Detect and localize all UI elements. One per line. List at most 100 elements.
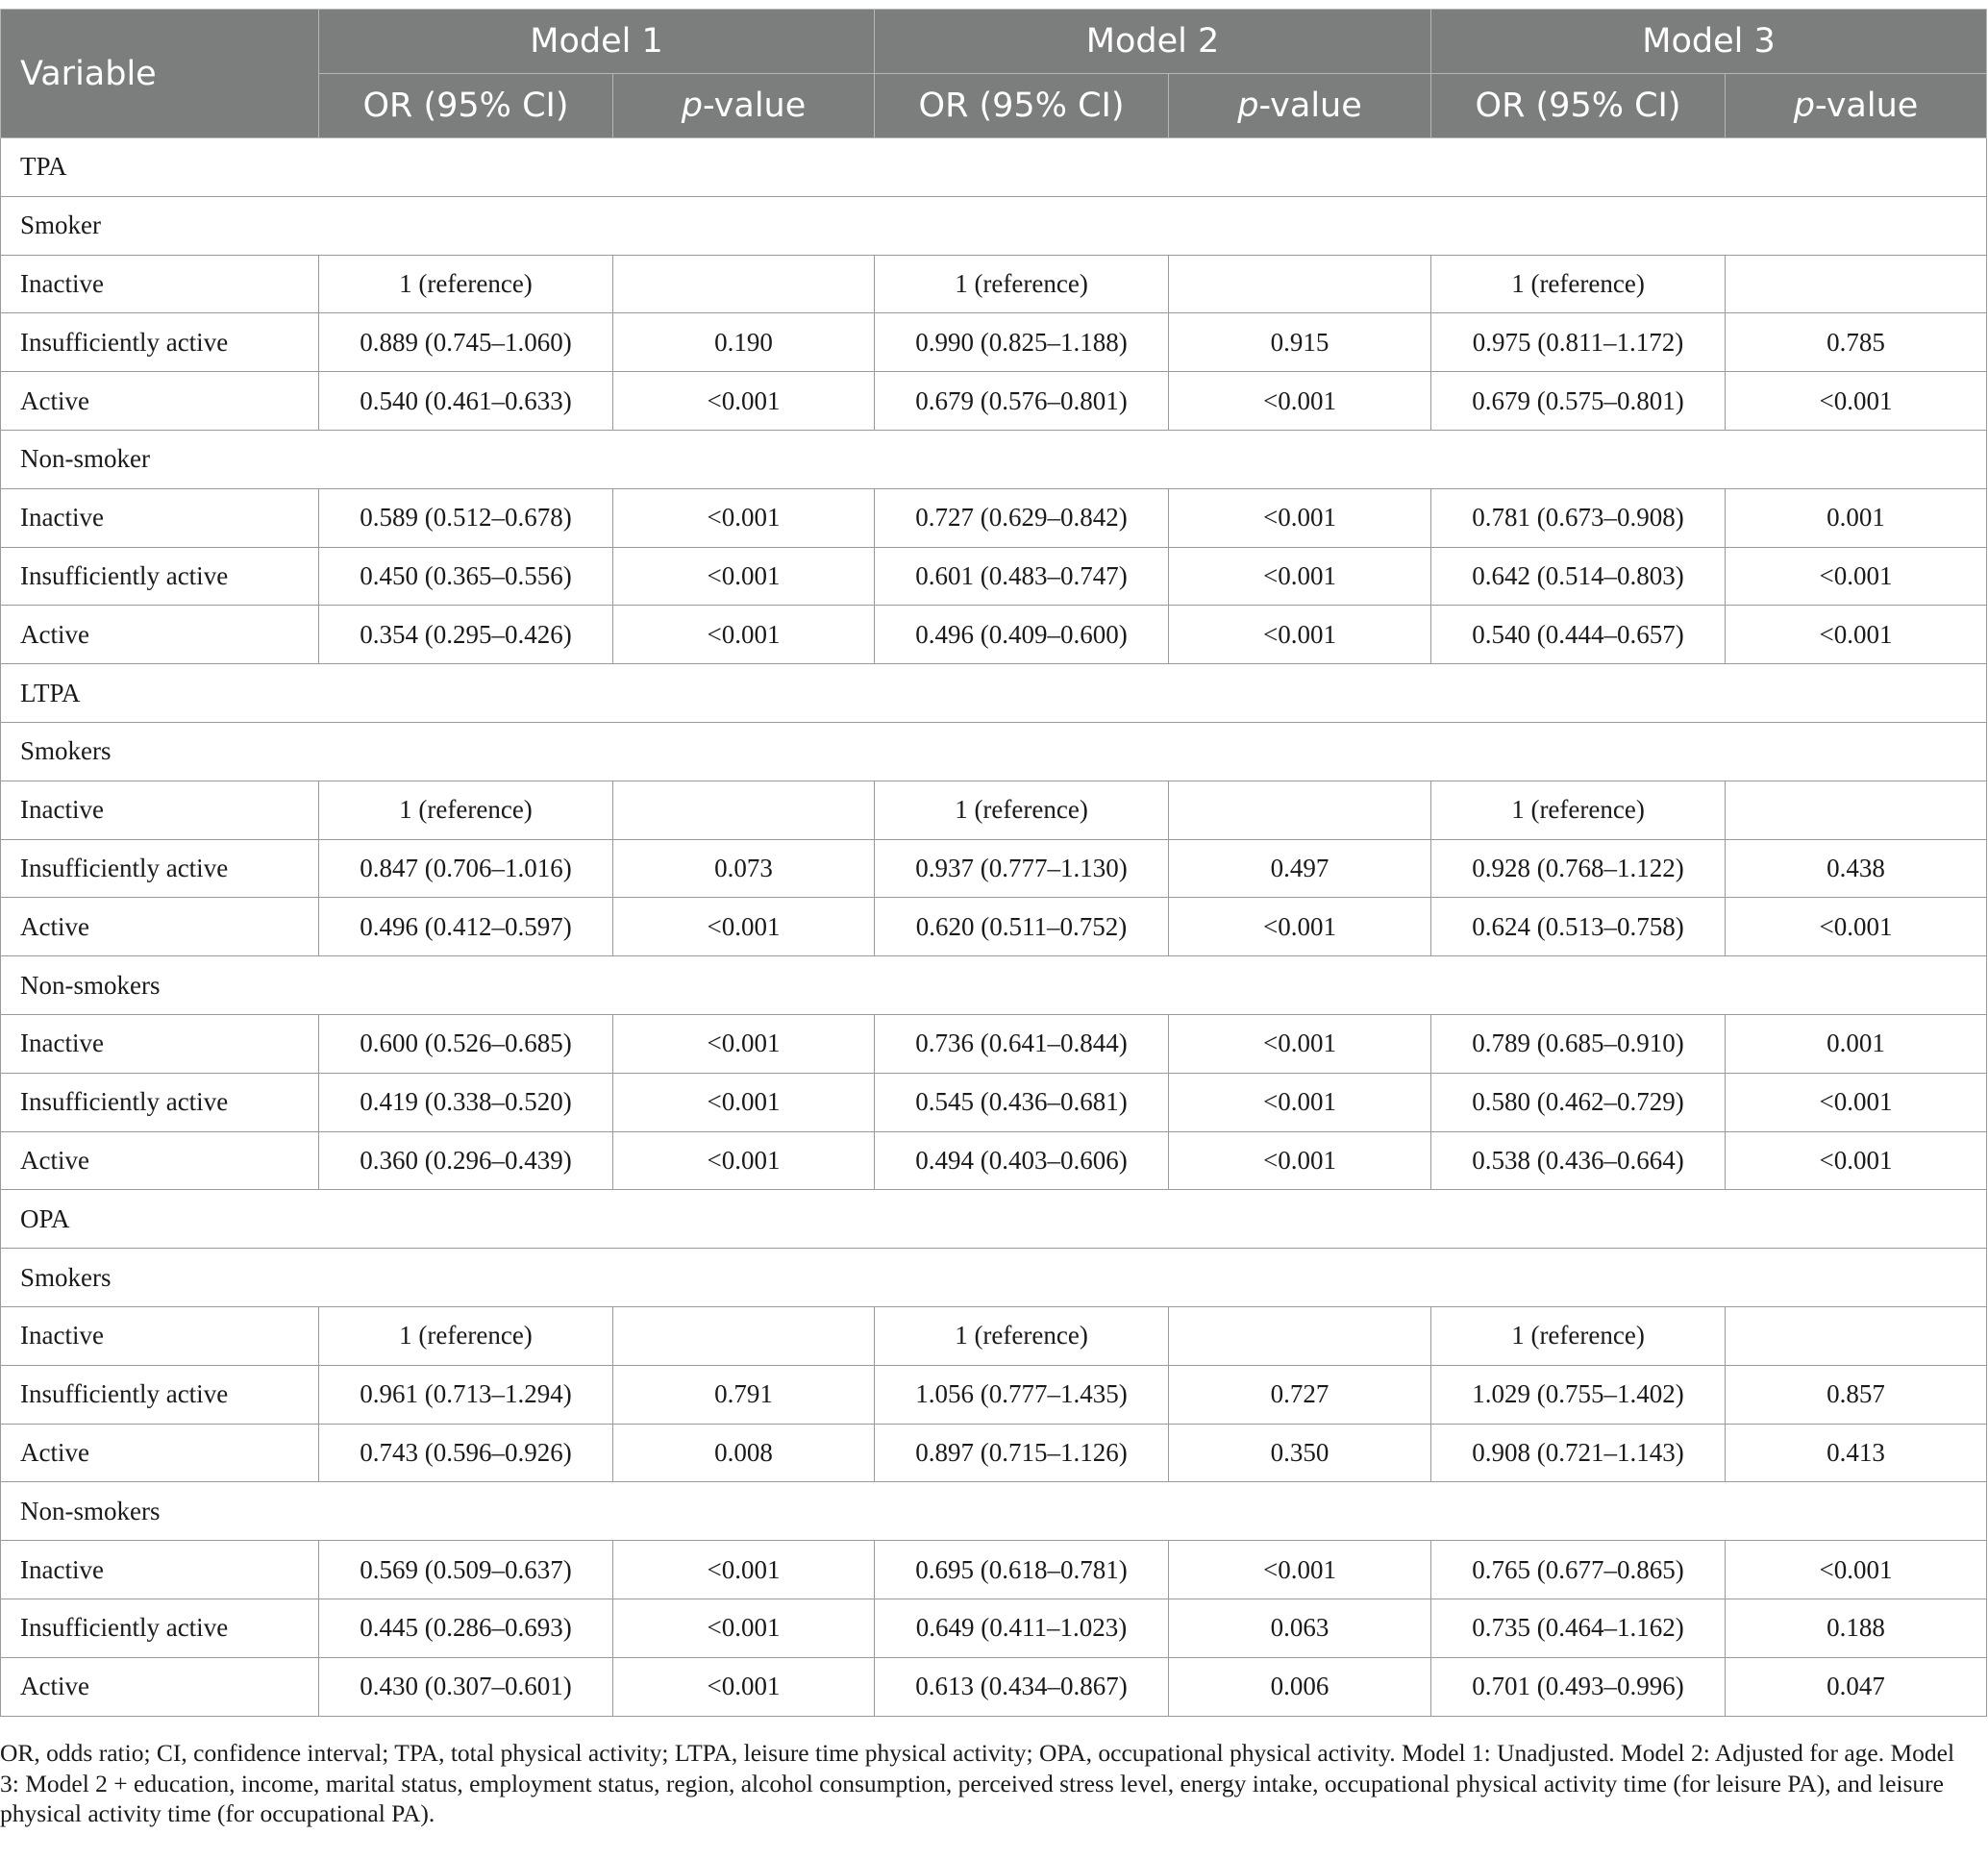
table-row: Insufficiently active 0.961 (0.713–1.294)… xyxy=(0,1364,1988,1425)
table-row: Active 0.360 (0.296–0.439) <0.001 0.494 (0.… xyxy=(0,1130,1988,1191)
model-2-p-cell: 0.350 xyxy=(1168,1423,1432,1483)
model-3-p-cell: 0.188 xyxy=(1725,1598,1988,1658)
model-2-or-cell: 0.990 (0.825–1.188) xyxy=(874,312,1170,373)
model-3-p-cell: 0.001 xyxy=(1725,1013,1988,1074)
model-1-p-cell: <0.001 xyxy=(611,487,876,548)
p-suffix: -value xyxy=(1815,87,1919,125)
model-3-p-cell: <0.001 xyxy=(1725,546,1988,607)
table-row: Insufficiently active 0.847 (0.706–1.016)… xyxy=(0,838,1988,899)
model-3-or-cell: 0.781 (0.673–0.908) xyxy=(1430,487,1727,548)
table-row: Active 0.496 (0.412–0.597) <0.001 0.620 (0.… xyxy=(0,897,1988,957)
section-label: Smoker xyxy=(0,195,1988,256)
section-label: Non-smokers xyxy=(0,1481,1988,1542)
table-row: Inactive 1 (reference) 1 (reference) 1 (ref… xyxy=(0,780,1988,840)
model-2-or-cell: 1 (reference) xyxy=(874,1305,1170,1366)
model-2-or-cell: 0.620 (0.511–0.752) xyxy=(874,897,1170,957)
model-3-or-cell: 0.624 (0.513–0.758) xyxy=(1430,897,1727,957)
variable-column-header: Variable xyxy=(0,9,319,138)
model-1-p-cell: <0.001 xyxy=(611,1656,876,1717)
model-3-p-cell: <0.001 xyxy=(1725,1540,1988,1599)
model-3-p-cell: <0.001 xyxy=(1725,371,1988,431)
section-row: Smoker xyxy=(0,195,1988,256)
model-3-p-cell: <0.001 xyxy=(1725,1130,1988,1191)
model-2-or-cell: 0.937 (0.777–1.130) xyxy=(874,838,1170,899)
model-1-p-cell: <0.001 xyxy=(611,897,876,957)
section-label: Smokers xyxy=(0,1248,1988,1307)
model-3-p-header: p-value xyxy=(1725,73,1988,138)
table-row: Inactive 0.569 (0.509–0.637) <0.001 0.695 (… xyxy=(0,1540,1988,1599)
model-1-or-cell: 0.847 (0.706–1.016) xyxy=(318,838,613,899)
section-label: OPA xyxy=(0,1189,1988,1250)
row-label: Inactive xyxy=(0,1013,319,1074)
table-row: Active 0.540 (0.461–0.633) <0.001 0.679 (0.… xyxy=(0,371,1988,431)
p-italic: p xyxy=(1237,87,1259,125)
model-1-p-cell: <0.001 xyxy=(611,546,876,607)
model-3-or-cell: 0.642 (0.514–0.803) xyxy=(1430,546,1727,607)
model-3-p-cell xyxy=(1725,780,1988,840)
model-2-p-cell: 0.063 xyxy=(1168,1598,1432,1658)
model-2-or-cell: 0.649 (0.411–1.023) xyxy=(874,1598,1170,1658)
row-label: Active xyxy=(0,1656,319,1717)
section-row: OPA xyxy=(0,1189,1988,1250)
table-row: Inactive 1 (reference) 1 (reference) 1 (ref… xyxy=(0,1305,1988,1366)
row-label: Active xyxy=(0,605,319,665)
row-label: Active xyxy=(0,1423,319,1483)
model-2-or-cell: 0.679 (0.576–0.801) xyxy=(874,371,1170,431)
model-2-or-cell: 0.496 (0.409–0.600) xyxy=(874,605,1170,665)
row-label: Active xyxy=(0,371,319,431)
model-3-or-header: OR (95% CI) xyxy=(1430,73,1727,138)
row-label: Inactive xyxy=(0,254,319,314)
p-suffix: -value xyxy=(702,87,807,125)
section-label: TPA xyxy=(0,137,1988,197)
model-3-or-cell: 1 (reference) xyxy=(1430,780,1727,840)
model-1-p-cell: <0.001 xyxy=(611,1598,876,1658)
model-1-p-cell xyxy=(611,254,876,314)
table-body: TPA Smoker Inactive 1 (reference) 1 (referen… xyxy=(0,137,1988,1717)
model-1-p-cell: 0.791 xyxy=(611,1364,876,1425)
model-2-p-cell: 0.915 xyxy=(1168,312,1432,373)
model-1-or-cell: 0.743 (0.596–0.926) xyxy=(318,1423,613,1483)
model-2-or-header: OR (95% CI) xyxy=(874,73,1170,138)
model-3-p-cell: 0.001 xyxy=(1725,487,1988,548)
model-2-or-cell: 0.897 (0.715–1.126) xyxy=(874,1423,1170,1483)
section-label: LTPA xyxy=(0,663,1988,723)
section-label: Non-smokers xyxy=(0,955,1988,1015)
section-row: Non-smoker xyxy=(0,429,1988,489)
model-2-p-cell: <0.001 xyxy=(1168,371,1432,431)
row-label: Insufficiently active xyxy=(0,1598,319,1658)
table-row: Inactive 0.589 (0.512–0.678) <0.001 0.727 (… xyxy=(0,487,1988,548)
row-label: Inactive xyxy=(0,487,319,548)
model-1-or-cell: 0.961 (0.713–1.294) xyxy=(318,1364,613,1425)
model-1-p-cell: <0.001 xyxy=(611,1130,876,1191)
model-1-or-cell: 0.450 (0.365–0.556) xyxy=(318,546,613,607)
model-3-p-cell xyxy=(1725,254,1988,314)
table-footnote: OR, odds ratio; CI, confidence interval;… xyxy=(0,1739,1955,1827)
section-row: LTPA xyxy=(0,663,1988,723)
model-2-or-cell: 0.727 (0.629–0.842) xyxy=(874,487,1170,548)
model-3-or-cell: 0.975 (0.811–1.172) xyxy=(1430,312,1727,373)
model-3-p-cell: <0.001 xyxy=(1725,1072,1988,1132)
model-3-p-cell xyxy=(1725,1305,1988,1366)
model-2-p-cell: <0.001 xyxy=(1168,1013,1432,1074)
model-1-p-cell xyxy=(611,1305,876,1366)
model-2-or-cell: 1.056 (0.777–1.435) xyxy=(874,1364,1170,1425)
table-row: Active 0.743 (0.596–0.926) 0.008 0.897 (0.7… xyxy=(0,1423,1988,1483)
model-2-p-cell: <0.001 xyxy=(1168,897,1432,957)
model-2-or-cell: 1 (reference) xyxy=(874,254,1170,314)
model-3-p-cell: 0.785 xyxy=(1725,312,1988,373)
model-1-p-cell: 0.190 xyxy=(611,312,876,373)
model-3-or-cell: 0.701 (0.493–0.996) xyxy=(1430,1656,1727,1717)
row-label: Active xyxy=(0,1130,319,1191)
model-1-or-cell: 0.354 (0.295–0.426) xyxy=(318,605,613,665)
model-1-or-cell: 0.569 (0.509–0.637) xyxy=(318,1540,613,1599)
model-3-p-cell: <0.001 xyxy=(1725,605,1988,665)
model-1-or-cell: 0.496 (0.412–0.597) xyxy=(318,897,613,957)
section-row: Smokers xyxy=(0,721,1988,781)
model-2-or-cell: 0.601 (0.483–0.747) xyxy=(874,546,1170,607)
section-row: Smokers xyxy=(0,1248,1988,1307)
model-2-or-cell: 0.736 (0.641–0.844) xyxy=(874,1013,1170,1074)
model-2-or-cell: 0.545 (0.436–0.681) xyxy=(874,1072,1170,1132)
model-1-or-cell: 0.540 (0.461–0.633) xyxy=(318,371,613,431)
model-3-p-cell: 0.438 xyxy=(1725,838,1988,899)
model-3-or-cell: 1 (reference) xyxy=(1430,1305,1727,1366)
